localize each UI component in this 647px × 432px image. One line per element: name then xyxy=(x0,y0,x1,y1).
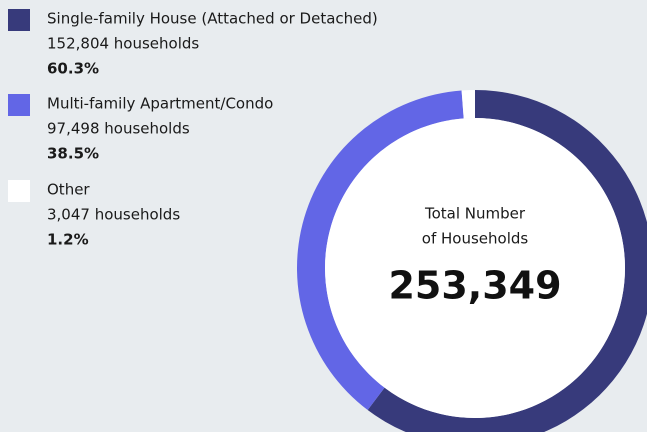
household-count: 97,498 households xyxy=(47,120,190,138)
household-count: 152,804 households xyxy=(47,35,199,53)
legend-swatch xyxy=(8,9,30,31)
center-label: Total Number xyxy=(424,205,526,223)
donut-slice xyxy=(296,90,464,411)
center-label: of Households xyxy=(422,230,529,248)
legend-label: Other xyxy=(47,181,90,199)
donut-slice xyxy=(367,90,647,432)
donut-hole xyxy=(325,118,625,418)
total-label: 253,349 xyxy=(388,264,561,308)
percent-label: 60.3% xyxy=(47,60,99,78)
legend-label: Multi-family Apartment/Condo xyxy=(47,95,273,113)
legend-label: Single-family House (Attached or Detache… xyxy=(47,10,378,28)
household-count: 3,047 households xyxy=(47,206,180,224)
legend-swatch xyxy=(8,94,30,116)
donut-slice xyxy=(461,90,475,119)
percent-label: 1.2% xyxy=(47,231,89,249)
legend-swatch xyxy=(8,180,30,202)
percent-label: 38.5% xyxy=(47,145,99,163)
